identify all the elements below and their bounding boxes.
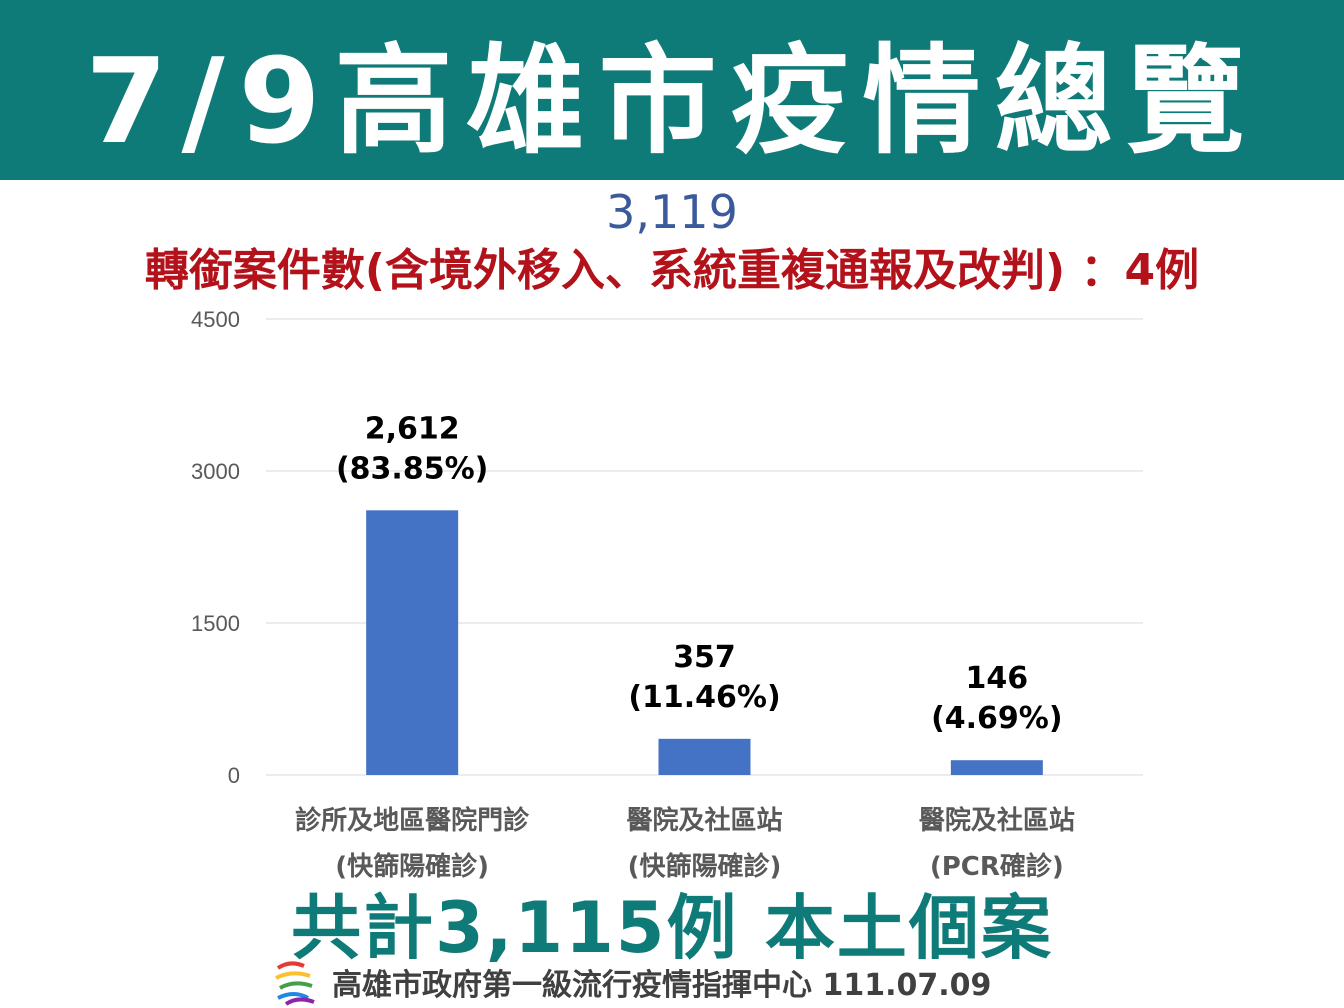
- x-category-label: (快篩陽確診): [628, 851, 782, 882]
- data-label: 2,612: [365, 411, 460, 446]
- bars: [366, 510, 1043, 775]
- y-axis-ticks: 0 1500 3000 4500: [191, 307, 240, 788]
- data-label: 357: [673, 640, 736, 675]
- footer: 高雄市政府第一級流行疫情指揮中心 111.07.09: [270, 956, 991, 1008]
- page-title: 7/9高雄市疫情總覽: [85, 31, 1259, 170]
- x-category-label: 醫院及社區站: [626, 805, 782, 836]
- data-labels: 2,612 (83.85%) 357 (11.46%) 146 (4.69%): [336, 411, 1063, 736]
- local-case-summary: 共計3,115例 本土個案: [291, 887, 1053, 969]
- x-axis-categories: 診所及地區醫院門診 (快篩陽確診) 醫院及社區站 (快篩陽確診) 醫院及社區站 (PCR確…: [295, 805, 1075, 882]
- kaohsiung-logo-icon: [275, 961, 315, 1006]
- data-label: 146: [966, 661, 1029, 696]
- bar: [658, 738, 751, 775]
- total-reported-count: 3,119: [606, 185, 738, 239]
- x-category-label: (快篩陽確診): [335, 851, 489, 882]
- footer-text: 高雄市政府第一級流行疫情指揮中心 111.07.09: [332, 968, 992, 1003]
- x-category-label: 醫院及社區站: [919, 805, 1075, 836]
- header-banner: 7/9高雄市疫情總覽: [0, 0, 1344, 180]
- x-category-label: 診所及地區醫院門診: [295, 805, 530, 836]
- x-category-label: (PCR確診): [930, 851, 1064, 882]
- data-label: (11.46%): [628, 680, 780, 715]
- bar: [950, 760, 1043, 775]
- bar: [366, 510, 459, 775]
- y-tick-label: 3000: [191, 459, 240, 484]
- y-tick-label: 0: [228, 763, 240, 788]
- data-label: (83.85%): [336, 451, 488, 486]
- transfer-case-note: 轉銜案件數(含境外移入、系統重複通報及改判) ：4例: [144, 245, 1200, 296]
- data-label: (4.69%): [931, 701, 1063, 736]
- y-tick-label: 1500: [191, 611, 240, 636]
- y-tick-label: 4500: [191, 307, 240, 332]
